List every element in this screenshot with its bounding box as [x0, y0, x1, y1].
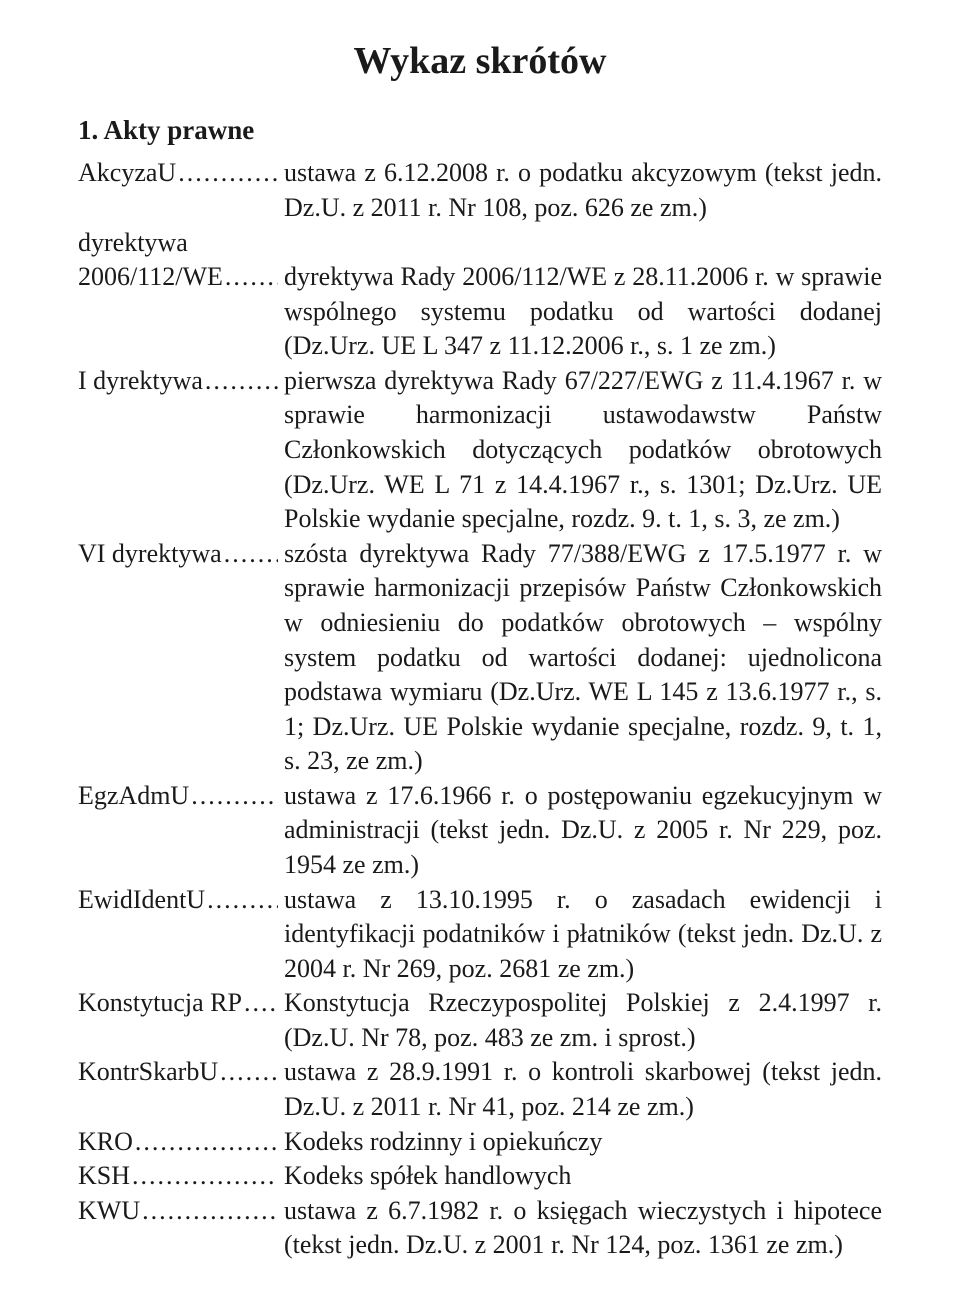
abbrev-term-text: EwidIdentU	[78, 885, 205, 914]
abbrev-term: 2006/112/WE	[78, 260, 278, 295]
abbrev-entry: VI dyrektywa szósta dyrektywa Rady 77/38…	[78, 537, 882, 779]
abbrev-term: VI dyrektywa	[78, 537, 278, 572]
abbrev-definition: szósta dyrektywa Rady 77/388/EWG z 17.5.…	[278, 537, 882, 779]
abbrev-term: EgzAdmU	[78, 779, 278, 814]
abbrev-term-text: 2006/112/WE	[78, 262, 223, 291]
abbrev-term: Konstytucja RP	[78, 986, 278, 1021]
abbrev-term: AkcyzaU	[78, 156, 278, 191]
document-page: Wykaz skrótów 1. Akty prawne AkcyzaU ust…	[0, 0, 960, 1315]
abbrev-term-text: I dyrektywa	[78, 366, 203, 395]
abbrev-definition: Konstytucja Rzeczypospolitej Polskiej z …	[278, 986, 882, 1055]
abbrev-entry: 2006/112/WE dyrektywa Rady 2006/112/WE z…	[78, 260, 882, 364]
abbrev-term: I dyrektywa	[78, 364, 278, 399]
abbrev-term: KWU	[78, 1194, 278, 1229]
abbrev-definition: Kodeks rodzinny i opiekuńczy	[278, 1125, 882, 1160]
abbrev-term: KSH	[78, 1159, 278, 1194]
abbrev-entry: EwidIdentU ustawa z 13.10.1995 r. o zasa…	[78, 883, 882, 987]
abbrev-entry: AkcyzaU ustawa z 6.12.2008 r. o podatku …	[78, 156, 882, 225]
abbrev-entry: I dyrektywa pierwsza dyrektywa Rady 67/2…	[78, 364, 882, 537]
abbrev-term-alone: dyrektywa	[78, 226, 882, 261]
abbrev-term: EwidIdentU	[78, 883, 278, 918]
abbrev-entry: KRO Kodeks rodzinny i opiekuńczy	[78, 1125, 882, 1160]
section-heading: 1. Akty prawne	[78, 113, 882, 149]
abbrev-term-text: KSH	[78, 1161, 130, 1190]
abbrev-term: KRO	[78, 1125, 278, 1160]
abbrev-entry: Konstytucja RP Konstytucja Rzeczypospoli…	[78, 986, 882, 1055]
abbrev-term-text: AkcyzaU	[78, 158, 176, 187]
abbrev-term-text: KRO	[78, 1127, 133, 1156]
abbrev-term-text: Konstytucja RP	[78, 988, 242, 1017]
abbrev-definition: ustawa z 13.10.1995 r. o zasadach ewiden…	[278, 883, 882, 987]
abbrev-entry: KWU ustawa z 6.7.1982 r. o księgach wiec…	[78, 1194, 882, 1263]
abbrev-term-text: KontrSkarbU	[78, 1057, 218, 1086]
abbrev-entry: KontrSkarbU ustawa z 28.9.1991 r. o kont…	[78, 1055, 882, 1124]
abbrev-definition: Kodeks spółek handlowych	[278, 1159, 882, 1194]
abbrev-term: KontrSkarbU	[78, 1055, 278, 1090]
abbrev-entry: EgzAdmU ustawa z 17.6.1966 r. o postępow…	[78, 779, 882, 883]
abbrev-term-text: KWU	[78, 1196, 140, 1225]
abbrev-definition: dyrektywa Rady 2006/112/WE z 28.11.2006 …	[278, 260, 882, 364]
abbrev-definition: ustawa z 28.9.1991 r. o kontroli skarbow…	[278, 1055, 882, 1124]
abbrev-entry: KSH Kodeks spółek handlowych	[78, 1159, 882, 1194]
abbrev-definition: ustawa z 6.12.2008 r. o podatku akcyzowy…	[278, 156, 882, 225]
abbrev-term-text: VI dyrektywa	[78, 539, 222, 568]
abbrev-definition: ustawa z 6.7.1982 r. o księgach wieczyst…	[278, 1194, 882, 1263]
abbrev-definition: pierwsza dyrektywa Rady 67/227/EWG z 11.…	[278, 364, 882, 537]
page-title: Wykaz skrótów	[78, 36, 882, 87]
abbrev-term-text: EgzAdmU	[78, 781, 189, 810]
abbrev-definition: ustawa z 17.6.1966 r. o postępowaniu egz…	[278, 779, 882, 883]
